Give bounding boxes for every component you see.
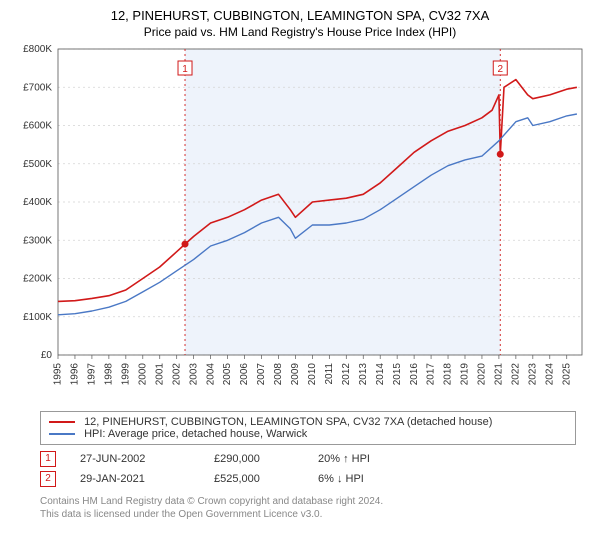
svg-text:2009: 2009 [290,362,301,385]
svg-text:2017: 2017 [426,362,437,385]
tx-delta: 20% ↑ HPI [318,453,418,465]
svg-text:2005: 2005 [222,362,233,385]
svg-text:1995: 1995 [53,362,64,385]
tx-date: 27-JUN-2002 [80,453,190,465]
svg-text:2006: 2006 [239,362,250,385]
svg-text:£100K: £100K [23,312,52,323]
svg-text:£200K: £200K [23,273,52,284]
svg-text:2013: 2013 [358,362,369,385]
svg-text:2019: 2019 [460,362,471,385]
attribution: Contains HM Land Registry data © Crown c… [40,495,576,521]
svg-text:£600K: £600K [23,120,52,131]
svg-text:2016: 2016 [409,362,420,385]
legend-swatch-property [49,421,75,423]
svg-text:2002: 2002 [171,362,182,385]
svg-text:2012: 2012 [341,362,352,385]
svg-text:1998: 1998 [104,362,115,385]
svg-text:2008: 2008 [273,362,284,385]
svg-text:2015: 2015 [392,362,403,385]
legend-row: HPI: Average price, detached house, Warw… [49,428,567,440]
legend-row: 12, PINEHURST, CUBBINGTON, LEAMINGTON SP… [49,416,567,428]
svg-text:1997: 1997 [87,362,98,385]
chart-area: £0 £100K £200K £300K £400K £500K £600K £700K £80… [10,45,590,405]
svg-text:1: 1 [182,64,188,75]
table-row: 2 29-JAN-2021 £525,000 6% ↓ HPI [40,469,576,489]
chart-title: 12, PINEHURST, CUBBINGTON, LEAMINGTON SP… [0,0,600,25]
chart-subtitle: Price paid vs. HM Land Registry's House … [0,25,600,39]
svg-text:£500K: £500K [23,159,52,170]
svg-text:2010: 2010 [307,362,318,385]
svg-text:2011: 2011 [324,362,335,384]
table-row: 1 27-JUN-2002 £290,000 20% ↑ HPI [40,449,576,469]
chart-svg: £0 £100K £200K £300K £400K £500K £600K £700K £80… [10,45,590,405]
svg-text:£300K: £300K [23,235,52,246]
tx-delta: 6% ↓ HPI [318,473,418,485]
svg-text:2020: 2020 [477,362,488,385]
transactions-table: 1 27-JUN-2002 £290,000 20% ↑ HPI 2 29-JA… [40,449,576,489]
svg-text:1996: 1996 [70,362,81,385]
svg-text:2022: 2022 [511,362,522,385]
svg-text:2003: 2003 [188,362,199,385]
attribution-line: This data is licensed under the Open Gov… [40,508,576,521]
svg-text:2007: 2007 [256,362,267,385]
svg-text:2004: 2004 [205,362,216,385]
svg-text:1999: 1999 [120,362,131,385]
svg-text:2018: 2018 [443,362,454,385]
legend: 12, PINEHURST, CUBBINGTON, LEAMINGTON SP… [40,411,576,445]
legend-label: 12, PINEHURST, CUBBINGTON, LEAMINGTON SP… [84,416,492,428]
attribution-line: Contains HM Land Registry data © Crown c… [40,495,576,508]
tx-price: £290,000 [214,453,294,465]
svg-text:£400K: £400K [23,197,52,208]
legend-label: HPI: Average price, detached house, Warw… [84,428,307,440]
tx-price: £525,000 [214,473,294,485]
svg-text:2021: 2021 [494,362,505,385]
tx-date: 29-JAN-2021 [80,473,190,485]
svg-text:£0: £0 [41,350,53,361]
svg-text:2014: 2014 [375,362,386,385]
tx-marker-2: 2 [40,471,56,487]
tx-marker-1: 1 [40,451,56,467]
svg-text:£700K: £700K [23,82,52,93]
svg-text:2023: 2023 [527,362,538,385]
legend-swatch-hpi [49,433,75,435]
svg-text:2025: 2025 [561,362,572,385]
chart-container: 12, PINEHURST, CUBBINGTON, LEAMINGTON SP… [0,0,600,560]
svg-text:2024: 2024 [544,362,555,385]
svg-text:2000: 2000 [137,362,148,385]
svg-text:2001: 2001 [154,362,165,385]
svg-text:2: 2 [497,64,503,75]
svg-text:£800K: £800K [23,45,52,55]
